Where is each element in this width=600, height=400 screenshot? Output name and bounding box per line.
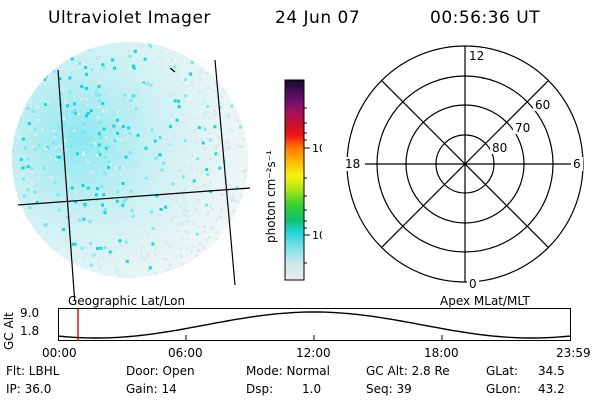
status-dsp-value: 1.0 — [302, 382, 322, 396]
meridian-line — [214, 59, 236, 286]
apex-label: Apex MLat/MLT — [440, 294, 530, 308]
mlt-label-18: 18 — [345, 157, 360, 171]
meridian-line — [57, 69, 76, 300]
status-dsp-label: Dsp: — [246, 382, 274, 396]
timeline-xtick-2: 12:00 — [296, 346, 331, 360]
mlt-label-6: 6 — [573, 157, 581, 171]
date-label: 24 Jun 07 — [275, 8, 361, 28]
colorbar-scale — [284, 79, 305, 281]
lat-label-80: 80 — [492, 141, 507, 155]
mlt-label-12: 12 — [469, 49, 484, 63]
orbit-altitude-timeline — [58, 308, 571, 341]
altitude-curve — [58, 311, 571, 339]
status-glat-value: 34.5 — [538, 364, 565, 378]
timeline-xtick-3: 18:00 — [424, 346, 459, 360]
timeline-ytick-high: 9.0 — [20, 306, 40, 320]
timeline-axis-label-wrap: GC Alt — [2, 312, 16, 350]
lat-label-60: 60 — [535, 98, 550, 112]
polar-plot: 12 18 6 0 60 70 80 — [343, 45, 584, 291]
grid-tick — [169, 67, 176, 73]
mlt-label-0: 0 — [469, 277, 477, 291]
status-glat-label: GLat: — [486, 364, 519, 378]
timeline-xtick-4: 23:59 — [556, 346, 591, 360]
parallel-line — [17, 187, 251, 206]
status-seq: Seq: 39 — [366, 382, 412, 396]
colorbar: 100 10 photon cm⁻²s⁻¹ — [264, 79, 322, 281]
timeline-ytick-low: 1.8 — [20, 324, 40, 338]
status-door: Door: Open — [126, 364, 195, 378]
colorbar-tick-100: 100 — [312, 142, 322, 155]
timeline-xtick-0: 00:00 — [42, 346, 77, 360]
status-gc-alt: GC Alt: 2.8 Re — [366, 364, 450, 378]
colorbar-tick-10: 10 — [312, 229, 322, 242]
status-flt: Flt: LBHL — [6, 364, 60, 378]
timeline-xtick-1: 06:00 — [168, 346, 203, 360]
uv-image-geographic — [12, 42, 251, 300]
time-label: 00:56:36 UT — [430, 8, 541, 28]
status-glon-value: 43.2 — [538, 382, 565, 396]
timeline-axis-label: GC Alt — [2, 312, 16, 350]
colorbar-unit-label: photon cm⁻²s⁻¹ — [264, 150, 278, 243]
status-mode: Mode: Normal — [246, 364, 330, 378]
status-ip: IP: 36.0 — [6, 382, 52, 396]
status-glon-label: GLon: — [486, 382, 521, 396]
instrument-title: Ultraviolet Imager — [48, 8, 211, 28]
status-gain: Gain: 14 — [126, 382, 177, 396]
lat-label-70: 70 — [515, 121, 530, 135]
geographic-label: Geographic Lat/Lon — [68, 294, 186, 308]
